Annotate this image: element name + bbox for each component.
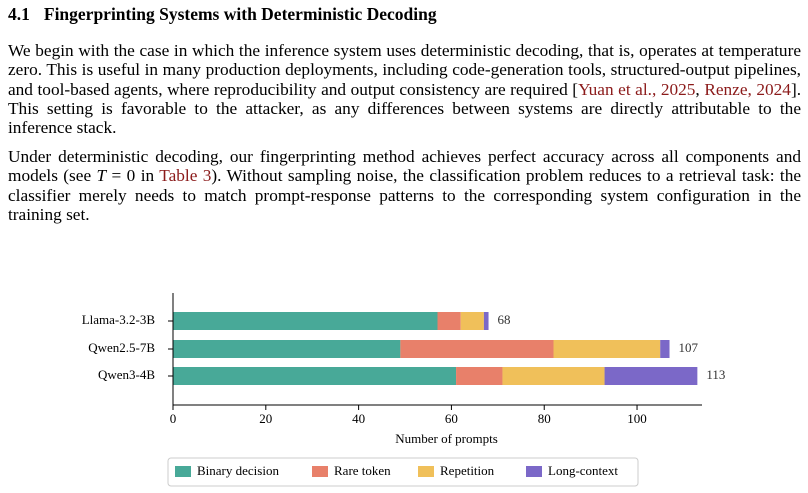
bar-segment (173, 340, 401, 358)
x-tick-label: 100 (627, 411, 647, 426)
bar-segment (604, 367, 698, 385)
total-label: 113 (706, 367, 725, 382)
legend-box (167, 457, 639, 487)
math: T (96, 166, 107, 186)
x-tick-label: 20 (259, 411, 272, 426)
paragraph: We begin with the case in which the infe… (8, 41, 801, 137)
x-tick-label: 60 (445, 411, 458, 426)
section-number: 4.1 (8, 4, 30, 24)
total-label: 68 (498, 312, 511, 327)
section-title: Fingerprinting Systems with Deterministi… (43, 4, 437, 24)
x-tick-label: 40 (352, 411, 365, 426)
bar-segment (660, 340, 670, 358)
bar-segment (483, 312, 489, 330)
table-ref[interactable]: Table 3 (159, 166, 212, 186)
bar-segment (502, 367, 605, 385)
text: Under deterministic decoding, our finger… (8, 147, 801, 186)
bar-segment (437, 312, 461, 330)
legend-label: Repetition (440, 463, 495, 478)
bar-segment (173, 312, 438, 330)
x-tick-label: 0 (170, 411, 177, 426)
section-heading: 4.1 Fingerprinting Systems with Determini… (8, 0, 437, 28)
text: ]. This setting is favorable to the atta… (8, 79, 802, 138)
y-tick-label: Qwen2.5-7B (88, 340, 155, 355)
legend-swatch (526, 466, 542, 477)
legend-label: Rare token (334, 463, 391, 478)
paragraph: Under deterministic decoding, our finger… (8, 147, 801, 224)
y-tick-label: Llama-3.2-3B (82, 312, 156, 327)
bar-segment (460, 312, 484, 330)
bar-segment (456, 367, 503, 385)
bar-segment (400, 340, 554, 358)
text: ). Without sampling noise, the classific… (8, 166, 802, 224)
y-tick-label: Qwen3-4B (98, 367, 155, 382)
text: , (695, 79, 705, 99)
x-tick-label: 80 (538, 411, 551, 426)
legend-swatch (312, 466, 328, 477)
bar-segment (173, 367, 457, 385)
chart: Llama-3.2-3B 68 Qwen2.5-7B 107 Qwen3-4B 113 0 2… (82, 293, 725, 487)
bar-segment (553, 340, 661, 358)
total-label: 107 (679, 340, 699, 355)
citation[interactable]: Renze, 2024 (704, 79, 791, 99)
legend-label: Binary decision (197, 463, 279, 478)
x-axis-label: Number of prompts (395, 431, 498, 446)
citation[interactable]: Yuan et al., 2025 (578, 79, 696, 99)
legend-label: Long-context (548, 463, 618, 478)
text: We begin with the case in which the infe… (8, 41, 801, 99)
legend-swatch (418, 466, 434, 477)
legend-swatch (175, 466, 191, 477)
text: = 0 in (106, 166, 160, 186)
